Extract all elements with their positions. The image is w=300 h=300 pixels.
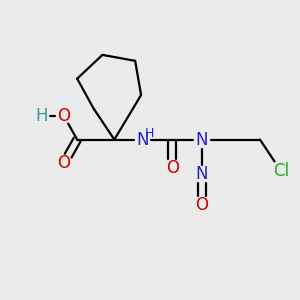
Text: H: H [144, 127, 154, 140]
Text: O: O [57, 154, 70, 172]
Text: N: N [136, 130, 149, 148]
Text: N: N [196, 130, 208, 148]
Text: O: O [57, 107, 70, 125]
Text: H: H [35, 107, 48, 125]
Text: Cl: Cl [273, 162, 289, 180]
Text: O: O [166, 159, 179, 177]
Text: O: O [196, 196, 208, 214]
Text: N: N [196, 165, 208, 183]
